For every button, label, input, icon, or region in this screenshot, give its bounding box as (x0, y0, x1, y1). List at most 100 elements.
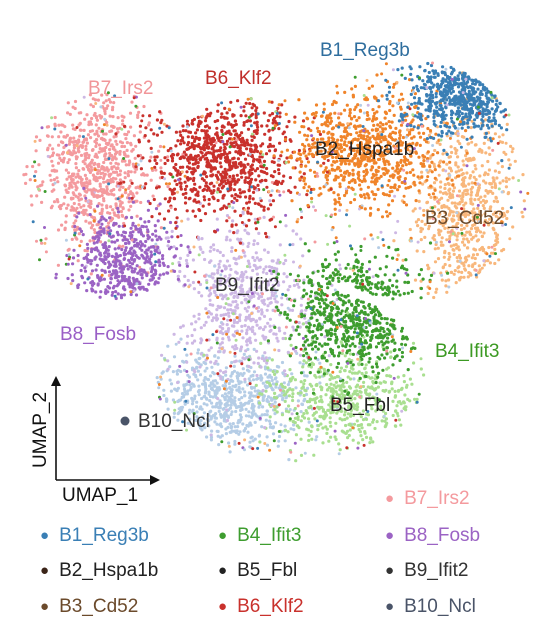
cell-point-b6 (253, 201, 257, 205)
cell-point-b10 (195, 405, 199, 409)
cell-point-b8 (127, 282, 131, 286)
cell-point-b2 (326, 116, 330, 120)
cell-point-b3 (479, 200, 483, 204)
cell-point-b3 (450, 201, 454, 205)
cell-point-b5 (389, 355, 393, 359)
cell-point-b7 (116, 116, 120, 120)
cell-point-b5 (359, 415, 363, 419)
cell-point-b7 (130, 100, 134, 104)
cell-point-b9 (207, 348, 211, 352)
cell-point-b5 (346, 412, 350, 416)
cell-point-b9 (164, 236, 168, 240)
cell-point-b10 (265, 413, 269, 417)
cell-point-b5 (339, 386, 343, 391)
cell-point-b5 (307, 438, 311, 443)
cell-point-b3 (497, 170, 501, 174)
cell-point-b3 (439, 180, 443, 184)
cell-point-b6 (160, 130, 164, 134)
cell-point-b7 (129, 141, 133, 145)
cell-point-b7 (67, 186, 71, 190)
cell-point-b6 (234, 122, 238, 127)
cell-point-b5 (325, 427, 329, 431)
cell-point-b9 (219, 330, 223, 334)
cell-point-b7 (65, 177, 69, 181)
cell-point-b2 (338, 182, 342, 186)
cell-point-b8 (166, 265, 170, 269)
cell-point-b3 (470, 181, 474, 185)
cell-point-b5 (358, 412, 362, 416)
cell-point-b7 (89, 226, 93, 230)
cell-point-b10 (188, 417, 192, 421)
cell-point-b3 (465, 171, 469, 175)
cell-point-b2 (402, 200, 406, 204)
cell-point-b10 (230, 410, 234, 414)
cell-point-b3 (521, 173, 525, 177)
cell-point-b5 (318, 375, 322, 379)
cell-point-b6 (192, 170, 196, 174)
cell-point-b6 (186, 135, 190, 139)
cell-point-b9 (286, 350, 290, 354)
cell-point-b6 (258, 179, 262, 183)
cell-point-b9 (217, 350, 221, 354)
cell-point-b5 (302, 359, 306, 363)
cell-point-b7 (77, 202, 81, 206)
cell-point-b7 (72, 136, 76, 140)
cell-point-b10 (231, 422, 235, 426)
cell-point-b7 (30, 203, 34, 207)
cell-point-b6 (219, 173, 223, 177)
cell-point-b5 (371, 380, 375, 384)
cell-point-b6 (204, 184, 208, 188)
cell-point-b7 (88, 239, 92, 243)
cell-point-b5 (337, 442, 341, 446)
cell-point-b2 (334, 176, 338, 180)
cell-point-b10 (194, 375, 198, 379)
cell-point-b5 (388, 389, 392, 393)
cell-point-b7 (132, 134, 136, 138)
cell-point-b8 (122, 230, 126, 234)
cell-point-b9 (264, 288, 269, 292)
cell-point-b10 (182, 384, 186, 388)
cell-point-b9 (235, 303, 239, 307)
cell-point-b5 (369, 404, 373, 408)
cell-point-b3 (475, 192, 480, 196)
cell-point-b7 (46, 134, 50, 138)
cell-point-b9 (176, 380, 180, 385)
cell-point-b9 (223, 280, 227, 284)
cell-point-b5 (310, 398, 314, 402)
cell-point-b3 (454, 161, 458, 165)
cell-point-b9 (199, 341, 203, 345)
cell-point-b9 (209, 259, 213, 263)
cell-point-b6 (293, 185, 297, 189)
cell-point-b9 (268, 324, 272, 328)
cell-point-b9 (243, 377, 247, 381)
cell-point-b5 (293, 378, 297, 382)
cell-point-b9 (172, 332, 176, 336)
cell-point-b6 (209, 174, 213, 178)
cell-point-b8 (86, 246, 90, 250)
cell-point-b5 (412, 361, 416, 365)
cell-point-b9 (292, 283, 296, 288)
cell-point-b10 (236, 379, 240, 383)
cell-point-b5 (307, 433, 311, 437)
cell-point-b9 (241, 356, 245, 360)
cell-point-b8 (120, 279, 124, 283)
cell-point-b6 (221, 206, 225, 210)
cell-point-b6 (169, 154, 174, 158)
cell-point-b6 (185, 119, 189, 123)
cell-point-b6 (183, 187, 187, 191)
cell-point-b9 (243, 324, 247, 328)
cell-point-b5 (344, 365, 349, 369)
cell-point-b2 (297, 98, 301, 102)
cell-point-b5 (303, 388, 307, 392)
cell-point-b5 (312, 453, 316, 457)
cell-point-b7 (98, 147, 102, 151)
cell-point-b9 (233, 279, 237, 283)
cell-point-b6 (233, 119, 237, 123)
cell-point-b3 (408, 227, 412, 232)
cell-point-b9 (204, 307, 208, 311)
cell-point-b10 (233, 439, 237, 444)
cell-point-b6 (183, 180, 187, 184)
cell-point-b6 (242, 123, 246, 127)
cell-point-b10 (203, 381, 207, 385)
cell-point-b8 (154, 234, 158, 238)
